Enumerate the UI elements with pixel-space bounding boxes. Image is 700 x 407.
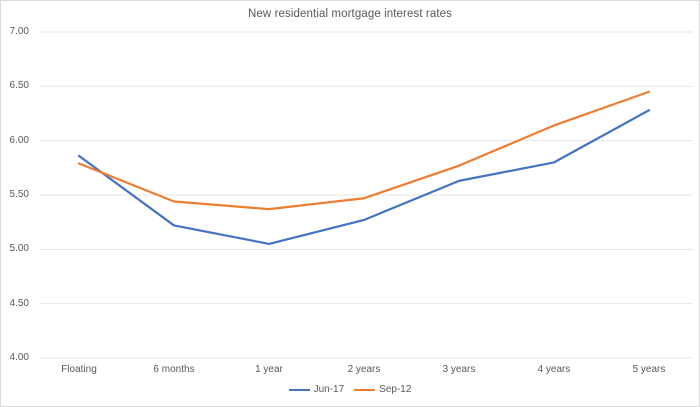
x-tick-label: 2 years [347, 364, 381, 375]
y-tick-label: 6.50 [9, 80, 29, 92]
x-tick-label: 5 years [632, 364, 666, 375]
legend-label-jun-17: Jun-17 [313, 384, 345, 395]
x-tick-label: 6 months [153, 364, 195, 375]
legend: Jun-17 Sep-12 [1, 384, 699, 395]
legend-label-sep-12: Sep-12 [379, 384, 412, 395]
y-tick-label: 6.00 [9, 134, 29, 146]
series-line-jun-17[interactable] [77, 109, 651, 245]
x-tick-label: 3 years [442, 364, 476, 375]
y-tick-label: 5.50 [9, 189, 29, 200]
x-tick-label: 4 years [537, 364, 571, 375]
jun-17-line-swatch [288, 388, 310, 391]
y-tick-label: 7.00 [9, 26, 29, 37]
x-tick-label: 1 year [255, 364, 283, 375]
y-tick-label: 4.50 [9, 297, 29, 309]
x-tick-label: Floating [61, 364, 97, 375]
legend-item-sep-12[interactable]: Sep-12 [354, 384, 411, 395]
y-tick-label: 4.00 [9, 352, 29, 363]
y-tick-label: 5.00 [9, 243, 29, 255]
series-line-sep-12[interactable] [77, 90, 651, 211]
sep-12-line-swatch [354, 388, 376, 391]
legend-item-jun-17[interactable]: Jun-17 [288, 384, 345, 395]
chart-title: New residential mortgage interest rates [248, 8, 452, 20]
